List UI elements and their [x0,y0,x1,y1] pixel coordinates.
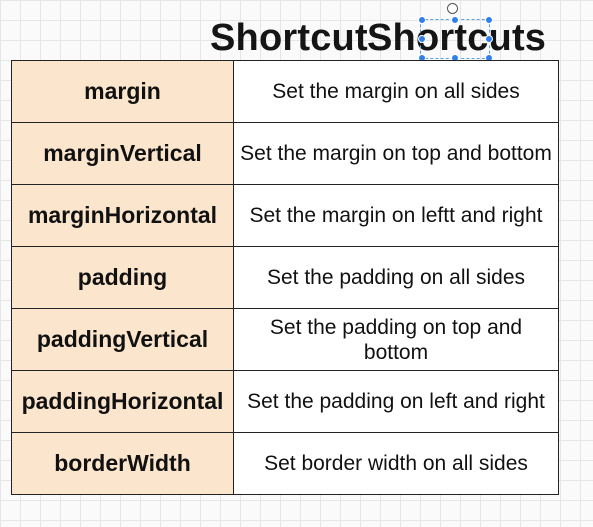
resize-handle-right[interactable] [485,35,493,43]
description-cell: Set the margin on all sides [233,60,559,123]
table-row: paddingVertical Set the padding on top a… [11,308,559,371]
table-row: padding Set the padding on all sides [11,246,559,309]
description-cell: Set the padding on left and right [233,370,559,433]
property-cell: paddingVertical [11,308,234,371]
description-cell: Set border width on all sides [233,432,559,495]
property-cell: padding [11,246,234,309]
description-cell: Set the padding on all sides [233,246,559,309]
property-cell: marginVertical [11,122,234,185]
resize-handle-top-right[interactable] [485,16,493,24]
selection-box[interactable] [420,19,490,59]
resize-handle-top[interactable] [451,16,459,24]
resize-handle-top-left[interactable] [418,16,426,24]
table-row: paddingHorizontal Set the padding on lef… [11,370,559,433]
title-area: Shortcut Shortcuts [0,3,593,62]
property-cell: margin [11,60,234,123]
rotate-handle-icon[interactable] [447,3,458,14]
shortcuts-table[interactable]: margin Set the margin on all sides margi… [11,60,559,495]
table-row: borderWidth Set border width on all side… [11,432,559,495]
property-cell: paddingHorizontal [11,370,234,433]
title-text[interactable]: Shortcut [210,17,368,59]
description-cell: Set the margin on top and bottom [233,122,559,185]
description-cell: Set the margin on leftt and right [233,184,559,247]
property-cell: borderWidth [11,432,234,495]
table-row: marginHorizontal Set the margin on leftt… [11,184,559,247]
resize-handle-left[interactable] [418,35,426,43]
table-row: margin Set the margin on all sides [11,60,559,123]
table-row: marginVertical Set the margin on top and… [11,122,559,185]
description-cell: Set the padding on top and bottom [233,308,559,371]
title-text-overlay-selected[interactable]: Shortcuts [367,17,547,59]
property-cell: marginHorizontal [11,184,234,247]
